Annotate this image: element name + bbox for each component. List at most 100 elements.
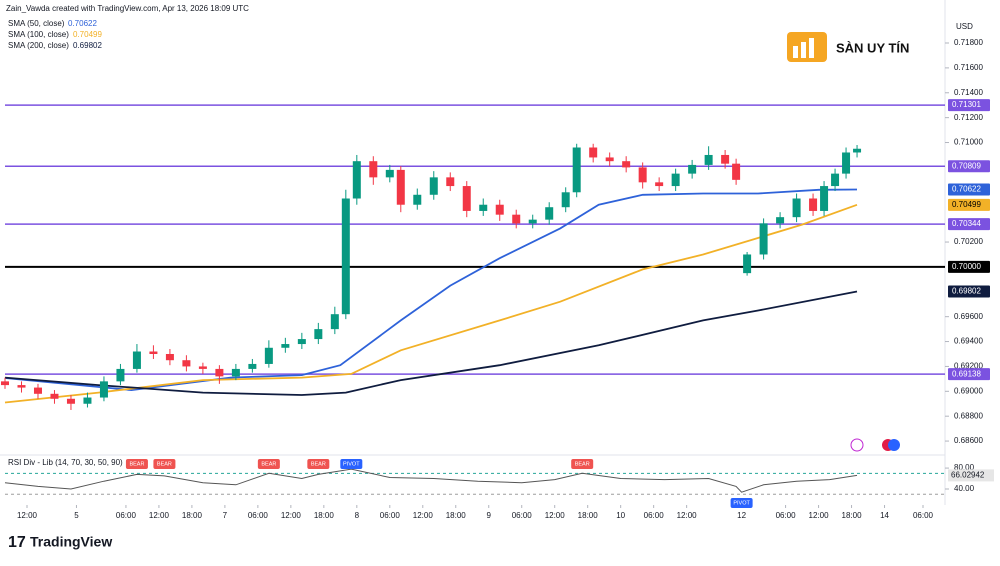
rsi-marker (730, 498, 753, 508)
candle-body (231, 368, 240, 377)
legend-value: 0.70622 (68, 19, 97, 28)
candle-body (385, 169, 394, 178)
sma-line (4, 203, 858, 404)
y-tick-label: 0.68800 (954, 411, 983, 420)
candle-body (831, 173, 840, 187)
x-tick-label: 06:00 (913, 511, 934, 520)
rsi-marker-label: BEAR (311, 461, 326, 467)
y-tick-label: 0.69200 (954, 362, 983, 371)
x-tick-label: 12:00 (809, 511, 830, 520)
candle-body (1, 381, 9, 386)
y-tick-label: 0.68600 (954, 436, 983, 445)
legend-value: 0.69802 (73, 41, 102, 50)
footer-logo: 17 TradingView (8, 534, 112, 552)
x-tick-label: 12:00 (545, 511, 566, 520)
candle-body (413, 194, 422, 205)
rsi-marker (125, 459, 148, 469)
y-tick-label: 0.71200 (954, 113, 983, 122)
y-tick-label: 0.69400 (954, 337, 983, 346)
candle-body (605, 157, 614, 162)
candle-body (572, 147, 581, 193)
candle-body (528, 219, 537, 224)
legend-name: SMA (100, close) (8, 30, 69, 39)
candle-body (182, 360, 191, 367)
y-tick-label: 0.71600 (954, 63, 983, 72)
level-label: 0.69138 (952, 369, 981, 378)
sma-line (4, 188, 858, 392)
candle-body (215, 368, 224, 377)
x-tick-label: 18:00 (446, 511, 467, 520)
rsi-marker (153, 459, 176, 469)
rsi-marker-label: BEAR (261, 461, 276, 467)
x-tick-label: 12:00 (149, 511, 170, 520)
candle-body (446, 177, 455, 187)
level-box (948, 368, 990, 381)
x-tick-label: 12:00 (677, 511, 698, 520)
candle-body (462, 186, 471, 211)
rsi-tick-label: 80.00 (954, 463, 975, 472)
candle-body (721, 154, 730, 164)
x-tick-label: 18:00 (578, 511, 599, 520)
sma-price-box (948, 198, 990, 211)
legend-name: SMA (50, close) (8, 19, 65, 28)
candle-body (743, 254, 752, 274)
candle-body (545, 207, 554, 220)
x-tick-label: 06:00 (644, 511, 665, 520)
x-tick-label: 12 (737, 511, 746, 520)
candle-body (281, 344, 290, 348)
y-tick-label: 0.71000 (954, 138, 983, 147)
x-tick-label: 10 (616, 511, 625, 520)
rsi-marker (257, 459, 280, 469)
candle-body (704, 154, 713, 165)
x-tick-label: 06:00 (380, 511, 401, 520)
x-tick-label: 12:00 (281, 511, 302, 520)
currency: USD (956, 22, 973, 31)
rsi-title: RSI Div - Lib (14, 70, 30, 50, 90) (8, 458, 123, 467)
candle-body (495, 204, 504, 215)
brand-logo: SÀN UY TÍN (787, 32, 909, 62)
candle-body (83, 397, 92, 404)
candle-body (99, 381, 108, 398)
candle-body (165, 353, 174, 361)
sma-price-box (948, 183, 990, 196)
candle-body (264, 347, 273, 364)
candle-body (512, 214, 521, 224)
rsi-marker (340, 459, 363, 469)
candle-body (330, 314, 339, 330)
x-tick-label: 06:00 (116, 511, 137, 520)
rsi-marker (571, 459, 594, 469)
candle-body (132, 351, 141, 369)
candle-body (732, 163, 741, 180)
level-label: 0.70000 (952, 262, 981, 271)
footer: TradingView (30, 534, 112, 550)
rsi-last-label: 66.02942 (951, 471, 985, 480)
x-tick-label: 8 (355, 511, 360, 520)
x-tick-label: 12:00 (17, 511, 38, 520)
x-tick-label: 14 (880, 511, 889, 520)
candle-body (853, 148, 862, 153)
sma-price-label: 0.69802 (952, 287, 981, 296)
legend-name: SMA (200, close) (8, 41, 69, 50)
level-box (948, 260, 990, 273)
candle-body (149, 351, 158, 354)
x-tick-label: 18:00 (182, 511, 203, 520)
candle-body (50, 393, 59, 399)
candle-body (688, 164, 697, 174)
x-tick-label: 06:00 (776, 511, 797, 520)
candle-body (759, 223, 768, 255)
candle-body (429, 177, 438, 195)
rsi-marker (307, 459, 330, 469)
candle-body (842, 152, 851, 174)
candle-body (638, 167, 647, 183)
svg-text:17: 17 (8, 534, 26, 551)
rsi-last-box (948, 469, 994, 482)
icons (850, 438, 900, 452)
candle-body (341, 198, 350, 315)
rsi-marker-label: PIVOT (343, 461, 360, 467)
legend-value: 0.70499 (73, 30, 102, 39)
candle-body (297, 339, 306, 345)
level-box (948, 218, 990, 231)
candle-body (589, 147, 598, 158)
rsi-tick-label: 40.00 (954, 484, 975, 493)
candle-body (561, 192, 570, 208)
